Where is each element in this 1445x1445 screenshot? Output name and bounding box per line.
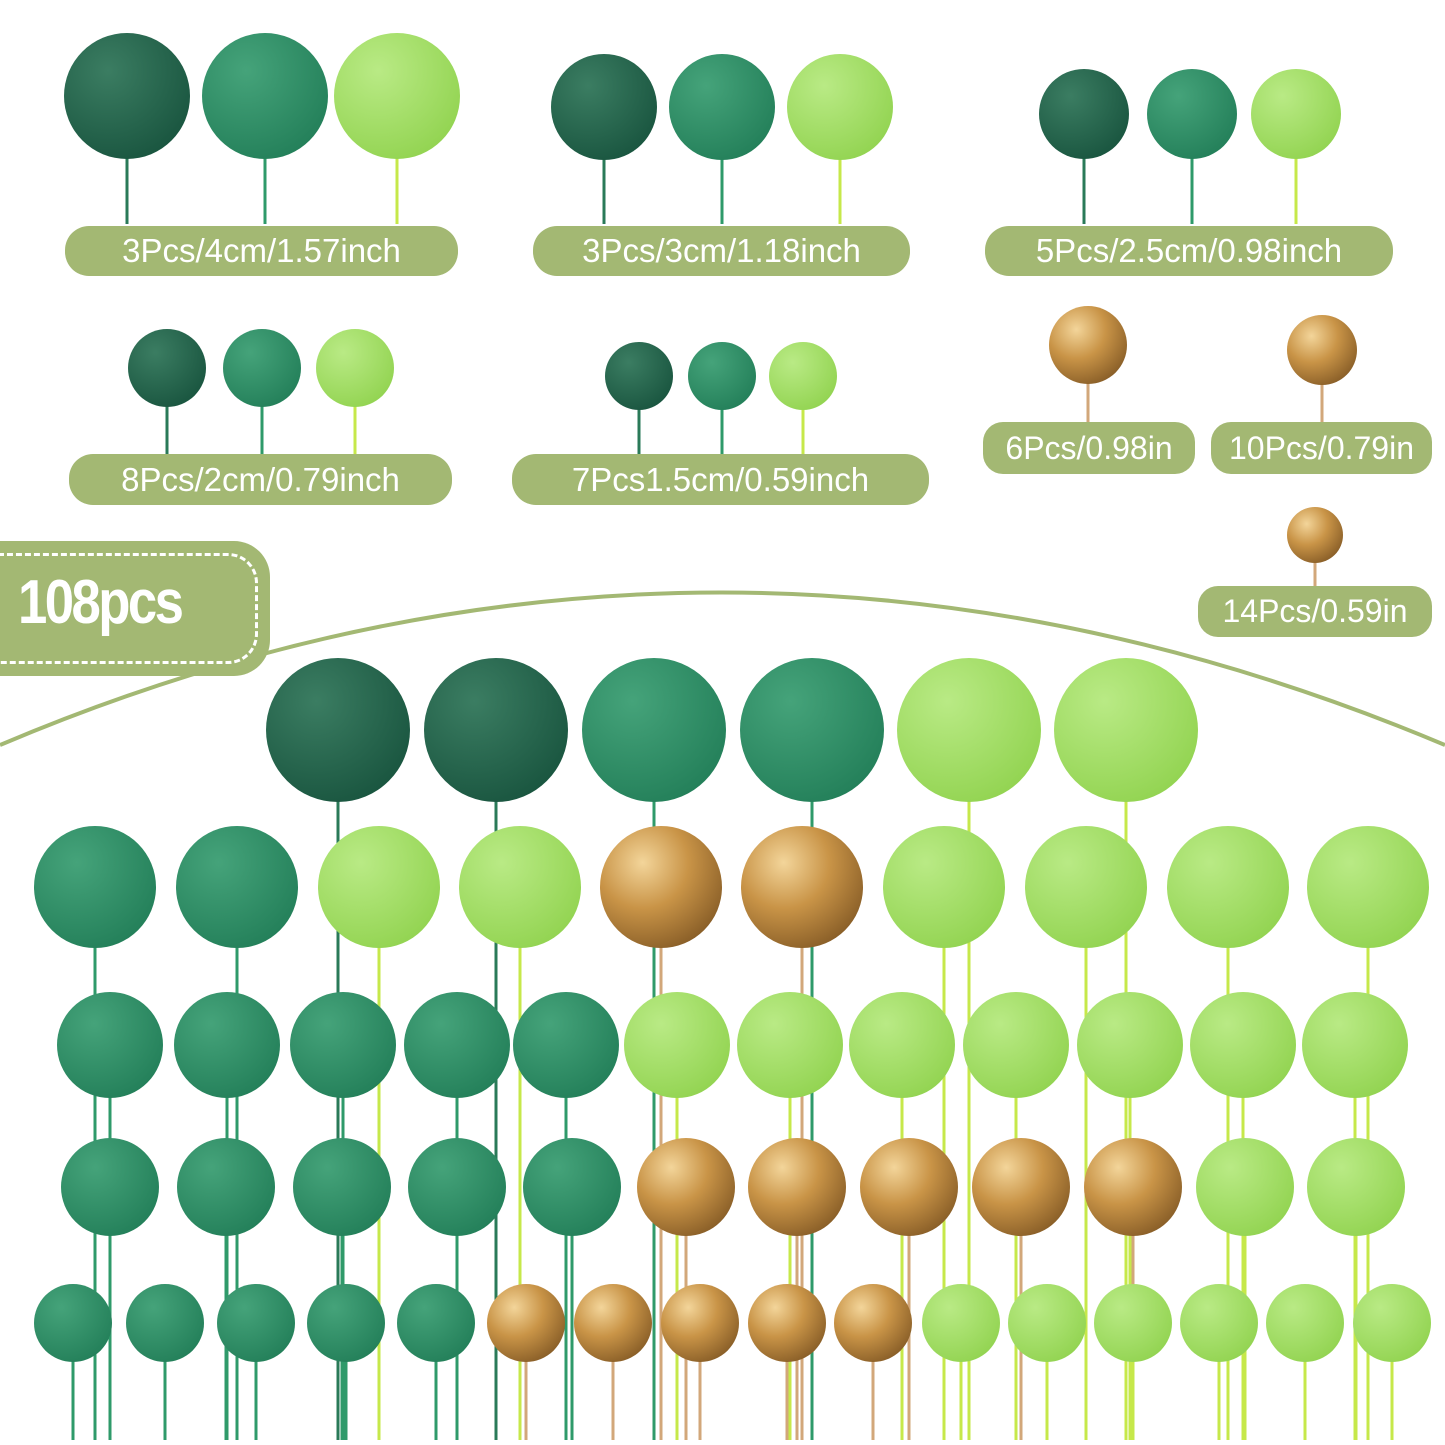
gold-ball — [834, 1284, 912, 1362]
green-ball — [61, 1138, 159, 1236]
light-green-ball — [963, 992, 1069, 1098]
light-green-ball — [1077, 992, 1183, 1098]
green-ball — [176, 826, 298, 948]
size-label-gold-0-79in: 10Pcs/0.79in — [1211, 422, 1432, 474]
light-green-ball — [1054, 658, 1198, 802]
gold-ball — [1049, 306, 1127, 384]
dark-green-ball — [551, 54, 657, 160]
light-green-ball — [1190, 992, 1296, 1098]
green-ball — [174, 992, 280, 1098]
green-ball — [404, 992, 510, 1098]
green-ball — [1147, 69, 1237, 159]
gold-ball — [487, 1284, 565, 1362]
dark-green-ball — [266, 658, 410, 802]
green-ball — [408, 1138, 506, 1236]
light-green-ball — [1008, 1284, 1086, 1362]
light-green-ball — [883, 826, 1005, 948]
green-ball — [223, 329, 301, 407]
gold-ball — [637, 1138, 735, 1236]
green-ball — [202, 33, 328, 159]
size-label-gold-0-59in: 14Pcs/0.59in — [1198, 586, 1432, 637]
green-ball — [293, 1138, 391, 1236]
light-green-ball — [318, 826, 440, 948]
green-ball — [307, 1284, 385, 1362]
dark-green-ball — [128, 329, 206, 407]
dark-green-ball — [64, 33, 190, 159]
light-green-ball — [1266, 1284, 1344, 1362]
gold-ball — [972, 1138, 1070, 1236]
gold-ball — [574, 1284, 652, 1362]
size-label-3cm: 3Pcs/3cm/1.18inch — [533, 226, 910, 276]
dark-green-ball — [605, 342, 673, 410]
badge-text: 108pcs — [18, 568, 184, 637]
gold-ball — [741, 826, 863, 948]
green-ball — [290, 992, 396, 1098]
green-ball — [523, 1138, 621, 1236]
light-green-ball — [1353, 1284, 1431, 1362]
gold-ball — [661, 1284, 739, 1362]
light-green-ball — [1180, 1284, 1258, 1362]
dark-green-ball — [1039, 69, 1129, 159]
light-green-ball — [624, 992, 730, 1098]
light-green-ball — [1025, 826, 1147, 948]
gold-ball — [1287, 507, 1343, 563]
light-green-ball — [459, 826, 581, 948]
light-green-ball — [897, 658, 1041, 802]
light-green-ball — [737, 992, 843, 1098]
green-ball — [669, 54, 775, 160]
green-ball — [582, 658, 726, 802]
green-ball — [688, 342, 756, 410]
light-green-ball — [334, 33, 460, 159]
green-ball — [34, 826, 156, 948]
total-count-badge: 108pcs — [0, 541, 270, 676]
light-green-ball — [922, 1284, 1000, 1362]
green-ball — [217, 1284, 295, 1362]
light-green-ball — [769, 342, 837, 410]
light-green-ball — [1094, 1284, 1172, 1362]
light-green-ball — [1251, 69, 1341, 159]
light-green-ball — [1167, 826, 1289, 948]
dark-green-ball — [424, 658, 568, 802]
gold-ball — [1287, 315, 1357, 385]
size-label-1-5cm: 7Pcs1.5cm/0.59inch — [512, 454, 929, 505]
green-ball — [177, 1138, 275, 1236]
green-ball — [57, 992, 163, 1098]
green-ball — [397, 1284, 475, 1362]
green-ball — [513, 992, 619, 1098]
light-green-ball — [849, 992, 955, 1098]
light-green-ball — [1196, 1138, 1294, 1236]
badge-dashed-border — [0, 553, 258, 664]
green-ball — [740, 658, 884, 802]
size-label-2-5cm: 5Pcs/2.5cm/0.98inch — [985, 226, 1393, 276]
gold-ball — [748, 1138, 846, 1236]
gold-ball — [748, 1284, 826, 1362]
light-green-ball — [1307, 826, 1429, 948]
light-green-ball — [787, 54, 893, 160]
size-label-2cm: 8Pcs/2cm/0.79inch — [69, 454, 452, 505]
green-ball — [126, 1284, 204, 1362]
gold-ball — [600, 826, 722, 948]
green-ball — [34, 1284, 112, 1362]
light-green-ball — [1302, 992, 1408, 1098]
gold-ball — [860, 1138, 958, 1236]
light-green-ball — [316, 329, 394, 407]
size-label-4cm: 3Pcs/4cm/1.57inch — [65, 226, 458, 276]
gold-ball — [1084, 1138, 1182, 1236]
size-label-gold-0-98in: 6Pcs/0.98in — [983, 422, 1195, 474]
light-green-ball — [1307, 1138, 1405, 1236]
